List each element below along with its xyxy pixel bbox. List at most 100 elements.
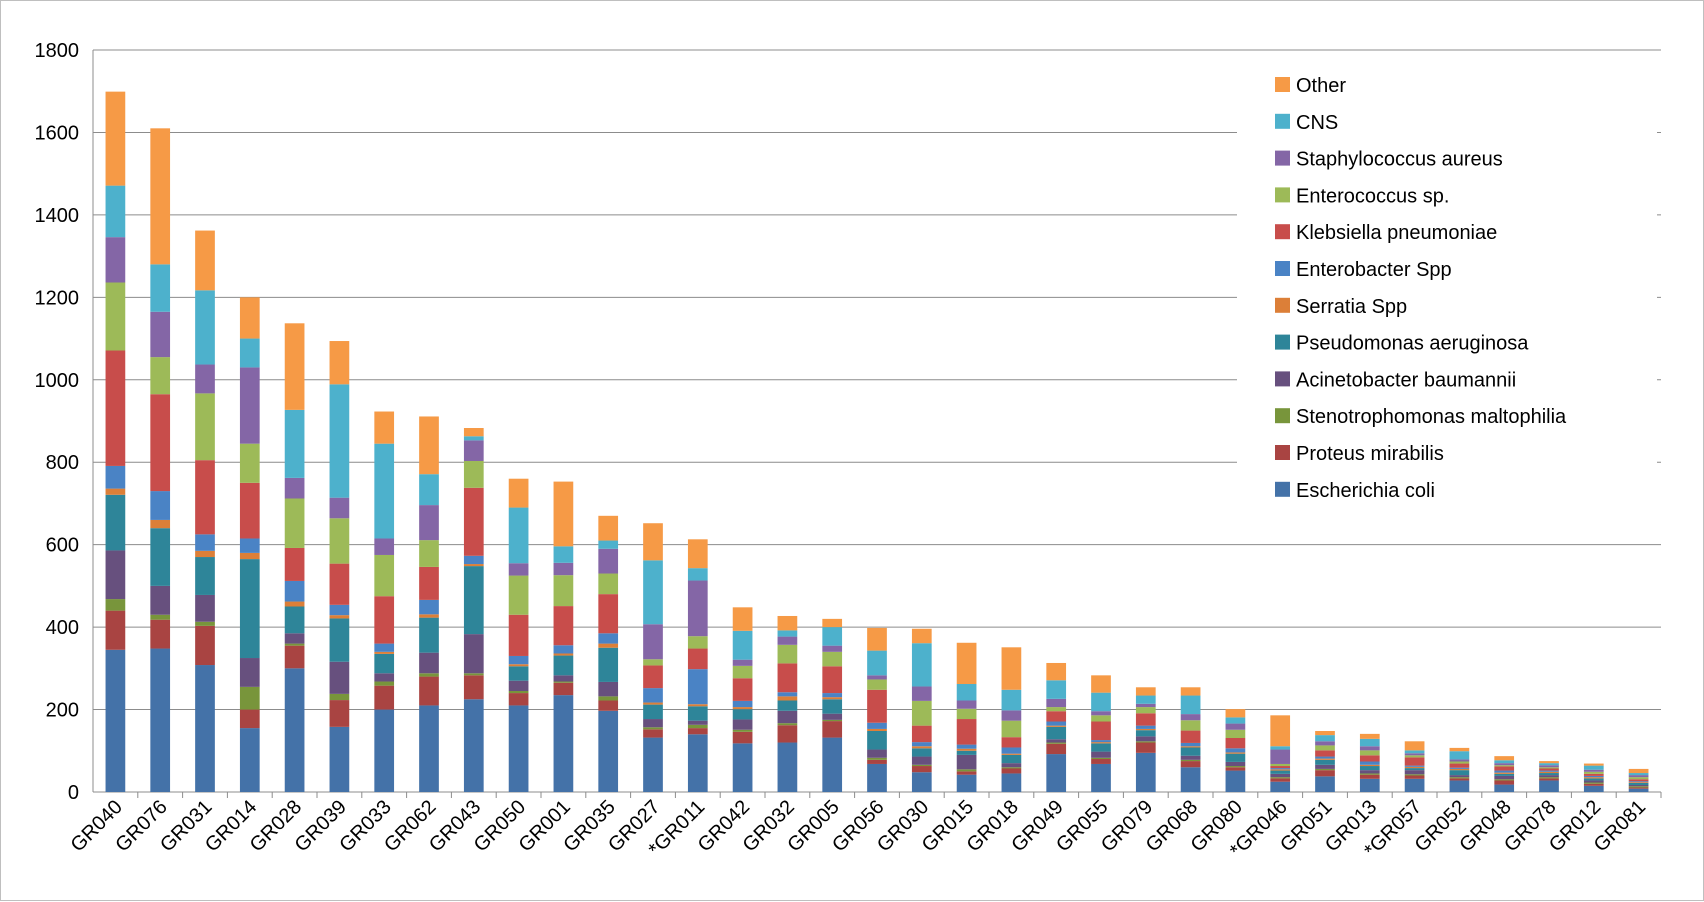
bar-segment bbox=[1449, 763, 1470, 768]
bar-segment bbox=[598, 633, 619, 644]
bar-segment bbox=[822, 627, 843, 646]
bar-segment bbox=[195, 625, 215, 666]
bar-segment bbox=[1449, 767, 1470, 769]
bar-segment bbox=[1404, 757, 1425, 766]
bar-segment bbox=[374, 596, 395, 644]
bar-segment bbox=[777, 630, 798, 637]
bar-segment bbox=[1404, 778, 1425, 792]
bar-segment bbox=[508, 478, 529, 508]
bar-segment bbox=[553, 481, 574, 547]
y-tick-label: 1400 bbox=[35, 205, 80, 227]
y-tick-label: 400 bbox=[46, 617, 79, 639]
bar-segment bbox=[1583, 785, 1604, 792]
bar-segment bbox=[822, 645, 843, 652]
bar-segment bbox=[419, 416, 439, 475]
bar-segment bbox=[643, 719, 663, 728]
bar-segment bbox=[1225, 770, 1246, 792]
bar-segment bbox=[1135, 730, 1156, 737]
bar-segment bbox=[598, 647, 619, 682]
bar-segment bbox=[1225, 709, 1246, 718]
bar-segment bbox=[105, 350, 126, 466]
bar-segment bbox=[1270, 777, 1291, 779]
bar-segment bbox=[463, 555, 484, 565]
legend-label: Proteus mirabilis bbox=[1296, 443, 1444, 465]
bar-segment bbox=[195, 364, 215, 394]
bar-segment bbox=[1404, 766, 1425, 769]
bar-segment bbox=[508, 691, 529, 694]
bar-segment bbox=[867, 759, 887, 764]
bar-segment bbox=[1001, 763, 1022, 768]
bar-segment bbox=[1135, 695, 1156, 704]
legend-swatch bbox=[1275, 481, 1290, 497]
bar-segment bbox=[239, 443, 260, 483]
bar-segment bbox=[1135, 713, 1156, 726]
bar-segment bbox=[732, 729, 753, 732]
bar-segment bbox=[1091, 675, 1111, 693]
bar-segment bbox=[956, 774, 977, 792]
bar-segment bbox=[105, 610, 126, 650]
bar-segment bbox=[1404, 741, 1425, 751]
bar-segment bbox=[463, 566, 484, 635]
bar-segment bbox=[1628, 782, 1649, 785]
bar-segment bbox=[956, 642, 977, 684]
bar-segment bbox=[1001, 768, 1022, 774]
bar-segment bbox=[553, 562, 574, 576]
bar-segment bbox=[1091, 743, 1111, 752]
bar-segment bbox=[239, 559, 260, 659]
bar-segment bbox=[687, 568, 708, 581]
bar-segment bbox=[1359, 761, 1380, 765]
bar-segment bbox=[1046, 662, 1067, 681]
bar-segment bbox=[105, 649, 126, 792]
bar-segment bbox=[195, 594, 215, 622]
bar-segment bbox=[732, 700, 753, 708]
bar-segment bbox=[956, 744, 977, 749]
bar-segment bbox=[105, 465, 126, 489]
bar-segment bbox=[867, 722, 887, 729]
bar-segment bbox=[374, 643, 395, 652]
bar-segment bbox=[1583, 773, 1604, 776]
bar-segment bbox=[777, 663, 798, 693]
legend-swatch bbox=[1275, 150, 1290, 166]
bar-segment bbox=[1180, 767, 1201, 792]
bar-segment bbox=[687, 580, 708, 637]
bar-segment bbox=[1315, 750, 1335, 757]
bar-segment bbox=[598, 700, 619, 711]
bar-segment bbox=[329, 618, 350, 662]
bar-segment bbox=[1449, 761, 1470, 764]
bar-segment bbox=[329, 700, 350, 727]
bar-segment bbox=[1539, 773, 1559, 776]
bar-segment bbox=[239, 367, 260, 444]
bar-segment bbox=[1180, 687, 1201, 696]
bar-segment bbox=[463, 564, 484, 567]
bar-segment bbox=[463, 436, 484, 441]
bar-segment bbox=[1091, 759, 1111, 764]
bar-segment bbox=[374, 411, 395, 444]
bar-segment bbox=[822, 666, 843, 694]
bar-segment bbox=[284, 477, 305, 499]
bar-segment bbox=[1539, 770, 1559, 772]
bar-segment bbox=[1180, 755, 1201, 760]
bar-segment bbox=[867, 757, 887, 760]
bar-segment bbox=[1359, 746, 1380, 751]
bar-segment bbox=[1449, 775, 1470, 778]
bar-segment bbox=[1001, 747, 1022, 754]
bar-segment bbox=[419, 652, 439, 674]
bar-segment bbox=[105, 185, 126, 238]
legend-swatch bbox=[1275, 445, 1290, 460]
y-tick-label: 600 bbox=[46, 535, 79, 557]
bar-segment bbox=[687, 669, 708, 705]
bar-segment bbox=[419, 676, 439, 706]
bar-segment bbox=[1001, 754, 1022, 764]
y-tick-label: 200 bbox=[46, 700, 79, 722]
bar-segment bbox=[150, 491, 171, 520]
bar-segment bbox=[1583, 775, 1604, 778]
bar-segment bbox=[1225, 767, 1246, 771]
bar-segment bbox=[777, 615, 798, 631]
bar-segment bbox=[150, 311, 171, 358]
y-tick-label: 1200 bbox=[35, 287, 80, 309]
bar-segment bbox=[1225, 761, 1246, 767]
bar-segment bbox=[687, 704, 708, 707]
legend-label: Escherichia coli bbox=[1296, 480, 1435, 502]
bar-segment bbox=[1583, 780, 1604, 783]
